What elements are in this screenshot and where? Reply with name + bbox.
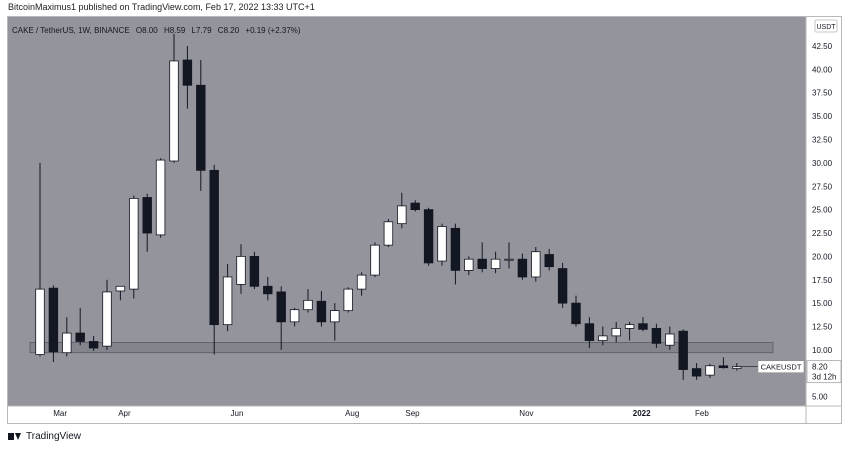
candle-body[interactable] bbox=[236, 255, 246, 285]
candle-body[interactable] bbox=[169, 60, 179, 162]
legend-low: L7.79 bbox=[191, 26, 212, 35]
y-tick-label: 25.00 bbox=[812, 206, 833, 215]
x-tick-label: Aug bbox=[345, 409, 359, 418]
candle-body[interactable] bbox=[330, 310, 340, 323]
candle-body[interactable] bbox=[450, 227, 461, 271]
x-tick-label: 2022 bbox=[633, 409, 651, 418]
legend-high: H8.59 bbox=[163, 26, 186, 35]
candle-body[interactable] bbox=[410, 202, 420, 211]
y-tick-label: 10.00 bbox=[812, 346, 833, 355]
x-tick-label: Sep bbox=[405, 409, 420, 418]
candle-body[interactable] bbox=[115, 285, 126, 292]
candle-body[interactable] bbox=[544, 254, 554, 268]
legend-open: O8.00 bbox=[135, 26, 158, 35]
footer-branding: TradingView bbox=[8, 431, 81, 442]
x-tick-label: Jun bbox=[231, 409, 244, 418]
y-tick-label: 15.00 bbox=[812, 299, 833, 308]
y-tick-label: 22.50 bbox=[812, 229, 833, 238]
candle-body[interactable] bbox=[477, 258, 487, 269]
candle-body[interactable] bbox=[397, 205, 407, 225]
candle-body[interactable] bbox=[638, 323, 648, 330]
candle-body[interactable] bbox=[196, 84, 206, 171]
y-tick-label: 17.50 bbox=[812, 276, 833, 285]
y-tick-label: 42.50 bbox=[812, 42, 833, 51]
y-tick-label: 35.00 bbox=[812, 112, 833, 121]
candle-body[interactable] bbox=[356, 274, 367, 290]
candle-body[interactable] bbox=[88, 341, 99, 349]
candle-body[interactable] bbox=[276, 291, 286, 323]
candle-body[interactable] bbox=[464, 258, 474, 271]
candle-body[interactable] bbox=[129, 198, 139, 290]
x-tick-label: Apr bbox=[118, 409, 131, 418]
candle-body[interactable] bbox=[584, 323, 595, 341]
y-tick-label: 32.50 bbox=[812, 135, 833, 144]
candle-body[interactable] bbox=[343, 288, 353, 312]
legend-close: C8.20 bbox=[217, 26, 240, 35]
candle-body[interactable] bbox=[316, 300, 327, 323]
candle-body[interactable] bbox=[155, 159, 166, 236]
candle-body[interactable] bbox=[624, 324, 635, 329]
tradingview-logo-icon bbox=[8, 432, 22, 441]
candle-body[interactable] bbox=[718, 365, 729, 369]
last-price-tag[interactable] bbox=[806, 360, 842, 384]
legend-change: +0.19 (+2.37%) bbox=[245, 26, 301, 35]
price-axis-panel bbox=[806, 17, 841, 407]
candle-body[interactable] bbox=[249, 255, 260, 287]
candle-body[interactable] bbox=[598, 335, 608, 341]
candle-body[interactable] bbox=[209, 169, 219, 326]
chart-frame bbox=[7, 16, 842, 424]
footer-brand: TradingView bbox=[26, 431, 82, 442]
time-axis-panel bbox=[8, 406, 806, 423]
y-tick-label: 27.50 bbox=[812, 182, 833, 191]
candle-body[interactable] bbox=[222, 276, 233, 326]
candle-body[interactable] bbox=[62, 332, 72, 354]
y-tick-label: 37.50 bbox=[812, 89, 833, 98]
candle-body[interactable] bbox=[383, 221, 394, 246]
symbol-legend: CAKE / TetherUS, 1W, BINANCE O8.00 H8.59… bbox=[12, 26, 305, 35]
candle-countdown: 3d 12h bbox=[812, 373, 836, 382]
candle-body[interactable] bbox=[289, 309, 300, 323]
candle-body[interactable] bbox=[102, 291, 112, 347]
publisher-line: BitcoinMaximus1 published on TradingView… bbox=[8, 2, 315, 12]
x-tick-label: Nov bbox=[519, 409, 533, 418]
candle-body[interactable] bbox=[437, 226, 447, 262]
candle-body[interactable] bbox=[490, 258, 501, 269]
candle-body[interactable] bbox=[691, 368, 702, 377]
symbol-tag[interactable] bbox=[757, 360, 805, 374]
y-tick-label: 20.00 bbox=[812, 252, 833, 261]
candle-body[interactable] bbox=[263, 285, 273, 295]
candle-body[interactable] bbox=[611, 327, 621, 337]
currency-badge[interactable] bbox=[814, 19, 838, 33]
candle-body[interactable] bbox=[651, 327, 662, 344]
candle-body[interactable] bbox=[423, 209, 434, 264]
candle-body[interactable] bbox=[35, 288, 45, 355]
candle-body[interactable] bbox=[665, 333, 675, 346]
support-zone[interactable] bbox=[29, 342, 774, 354]
y-tick-label: 5.00 bbox=[812, 393, 828, 402]
candle-body[interactable] bbox=[571, 302, 581, 325]
candle-body[interactable] bbox=[517, 258, 528, 278]
y-tick-label: 30.00 bbox=[812, 159, 833, 168]
y-tick-label: 12.50 bbox=[812, 323, 833, 332]
symbol-tag-label: CAKEUSDT bbox=[761, 363, 802, 372]
candle-body[interactable] bbox=[182, 59, 193, 86]
last-price-value: 8.20 bbox=[812, 363, 828, 372]
x-tick-label: Mar bbox=[53, 409, 67, 418]
x-tick-label: Feb bbox=[695, 409, 709, 418]
currency-label: USDT bbox=[816, 24, 836, 31]
candle-body[interactable] bbox=[705, 365, 715, 376]
candle-body[interactable] bbox=[678, 330, 688, 370]
candle-body[interactable] bbox=[370, 244, 380, 276]
candle-body[interactable] bbox=[303, 299, 313, 311]
y-tick-label: 40.00 bbox=[812, 65, 833, 74]
legend-symbol: CAKE / TetherUS, 1W, BINANCE bbox=[12, 26, 130, 35]
candle-body[interactable] bbox=[75, 332, 85, 342]
candle-body[interactable] bbox=[531, 251, 541, 278]
candle-body[interactable] bbox=[557, 268, 568, 304]
candle-body[interactable] bbox=[142, 197, 152, 234]
candle-body[interactable] bbox=[504, 258, 514, 261]
candle-body[interactable] bbox=[48, 287, 59, 353]
